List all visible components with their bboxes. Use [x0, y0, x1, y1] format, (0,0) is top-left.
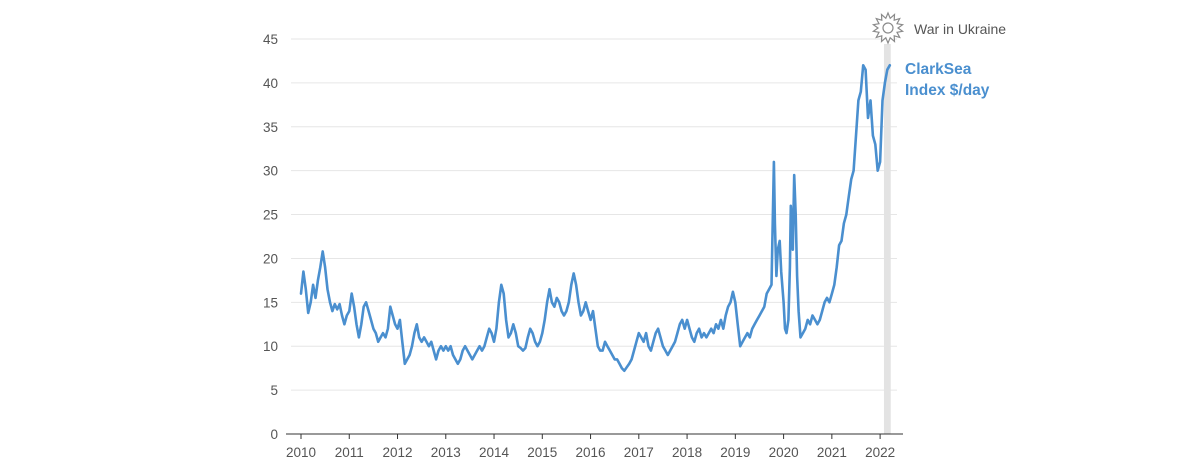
x-tick-label: 2015: [527, 445, 557, 460]
x-tick-label: 2012: [382, 445, 412, 460]
explosion-icon-outer: [871, 11, 905, 45]
x-tick-label: 2011: [335, 445, 364, 460]
series-label-line: Index $/day: [905, 82, 990, 99]
y-tick-label: 20: [263, 251, 278, 266]
grid: [291, 38, 897, 391]
y-tick-label: 35: [263, 120, 278, 135]
event-label: War in Ukraine: [914, 21, 1006, 37]
x-tick-label: 2022: [865, 445, 895, 460]
event-band: [883, 44, 891, 434]
y-tick-label: 0: [270, 427, 278, 442]
y-tick-label: 25: [263, 208, 278, 223]
series-label-line: ClarkSea: [905, 61, 972, 78]
y-tick-label: 10: [263, 339, 278, 354]
x-tick-label: 2013: [431, 445, 461, 460]
y-tick-label: 40: [263, 76, 278, 91]
series-label: ClarkSea Index $/day: [905, 61, 990, 99]
explosion-icon-core: [882, 22, 894, 34]
y-tick-label: 45: [263, 32, 278, 47]
label-layer: ClarkSea Index $/day War in Ukraine: [871, 11, 1006, 99]
axes: 0 5 10 15 20 25 30 35 40 45 2010 2011 2012 2013 2014 20…: [263, 32, 903, 460]
x-tick-label: 2016: [576, 445, 606, 460]
x-tick-label: 2020: [769, 445, 799, 460]
x-tick-label: 2017: [624, 445, 654, 460]
event-band-layer: [883, 44, 891, 434]
x-tick-label: 2019: [720, 445, 750, 460]
x-tick-label: 2021: [817, 445, 847, 460]
x-tick-label: 2014: [479, 445, 510, 460]
series-layer: [299, 64, 892, 373]
x-tick-label: 2018: [672, 445, 702, 460]
y-tick-label: 15: [263, 295, 278, 310]
series-line-clarksea: [299, 64, 892, 373]
explosion-icon: [871, 11, 905, 45]
x-tick-label: 2010: [286, 445, 316, 460]
y-tick-label: 5: [270, 383, 278, 398]
y-tick-label: 30: [263, 164, 278, 179]
